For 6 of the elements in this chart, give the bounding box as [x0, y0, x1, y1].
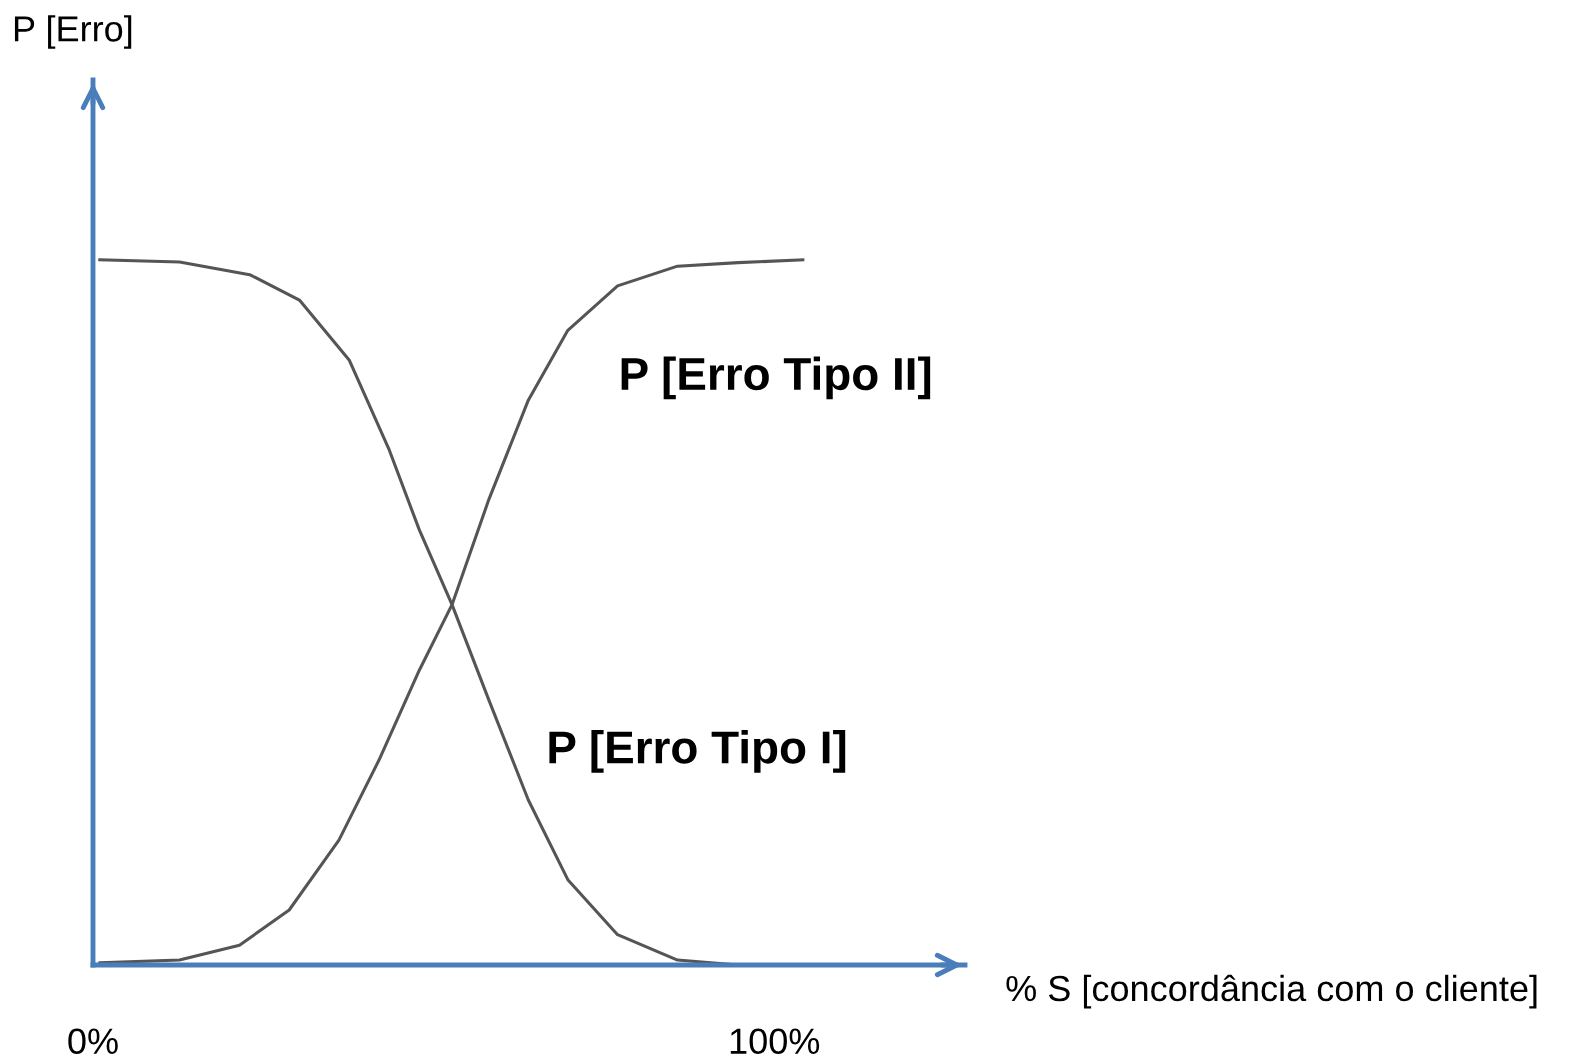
x-tick-label: 100%	[730, 1028, 820, 1055]
text: P [Erro]	[14, 15, 132, 49]
series-label: P [Erro Tipo I]	[549, 730, 846, 773]
x-tick-label: 0%	[68, 1028, 118, 1055]
series-label: P [Erro Tipo II]	[621, 356, 931, 400]
x-axis-title: % S [concordância com o cliente]	[1006, 974, 1537, 1009]
